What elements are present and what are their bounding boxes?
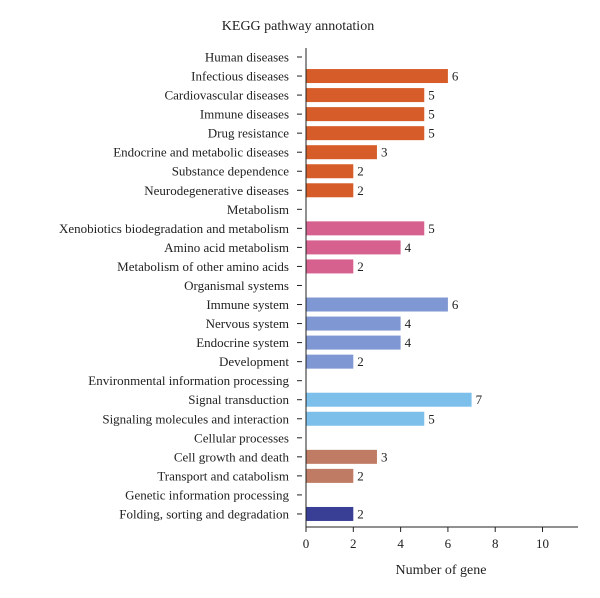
bar [306,297,448,312]
category-label: Transport and catabolism [157,468,289,483]
bar-value-label: 3 [381,145,388,160]
bar [306,259,354,274]
bar-value-label: 5 [428,411,435,426]
category-label: Signal transduction [188,392,289,407]
bar [306,126,425,141]
bar-value-label: 2 [357,164,364,179]
bar-value-label: 4 [405,316,412,331]
bar [306,506,354,521]
x-tick-label: 10 [536,536,549,551]
bar-value-label: 6 [452,69,459,84]
bar-value-label: 2 [357,506,364,521]
bar [306,183,354,198]
bar [306,449,377,464]
category-label: Immune system [206,297,289,312]
bar [306,411,425,426]
bar [306,316,401,331]
bar [306,164,354,179]
x-tick-label: 8 [492,536,499,551]
bar [306,221,425,236]
bar [306,335,401,350]
bar-value-label: 5 [428,221,435,236]
bar [306,69,448,84]
category-label: Genetic information processing [125,487,289,502]
category-label: Metabolism [227,202,289,217]
bar-value-label: 5 [428,88,435,103]
category-label: Substance dependence [172,164,290,179]
category-label: Human diseases [205,50,289,65]
bar-value-label: 2 [357,183,364,198]
bar-value-label: 7 [476,392,483,407]
category-label: Folding, sorting and degradation [119,506,289,521]
bar [306,468,354,483]
bar-value-label: 2 [357,259,364,274]
chart-title: KEGG pathway annotation [222,19,374,34]
category-label: Cell growth and death [174,449,290,464]
category-label: Cardiovascular diseases [164,88,289,103]
category-label: Immune diseases [200,107,289,122]
x-tick-label: 6 [445,536,452,551]
category-labels: Human diseases Infectious diseases Cardiov… [59,50,289,522]
category-label: Environmental information processing [88,373,289,388]
bar-value-label: 6 [452,297,459,312]
bar [306,107,425,122]
category-label: Neurodegenerative diseases [144,183,289,198]
category-label: Development [219,354,289,369]
category-label: Amino acid metabolism [164,240,289,255]
category-label: Metabolism of other amino acids [117,259,289,274]
category-label: Drug resistance [208,126,289,141]
bar [306,240,401,255]
bar-value-label: 5 [428,107,435,122]
category-label: Infectious diseases [191,69,289,84]
bar-value-label: 2 [357,468,364,483]
bar [306,88,425,103]
category-label: Nervous system [206,316,289,331]
bar-value-label: 4 [405,240,412,255]
y-tick-marks [297,56,302,515]
x-tick-label: 2 [350,536,357,551]
bar [306,145,377,160]
bar-value-label: 5 [428,126,435,141]
bars [306,69,472,521]
category-label: Organismal systems [184,278,289,293]
x-tick-label: 4 [397,536,404,551]
bar-value-label: 3 [381,449,388,464]
x-axis-title: Number of gene [396,563,487,578]
category-label: Endocrine and metabolic diseases [113,145,289,160]
value-labels: 6 5 5 5 3 2 2 5 4 2 6 4 4 2 7 5 3 2 2 [357,69,482,522]
category-label: Xenobiotics biodegradation and metabolis… [59,221,289,236]
bar [306,354,354,369]
category-label: Cellular processes [194,430,289,445]
bar [306,392,472,407]
x-ticks: 0 2 4 6 8 10 [303,527,549,551]
category-label: Endocrine system [196,335,289,350]
bar-value-label: 2 [357,354,364,369]
bar-value-label: 4 [405,335,412,350]
x-tick-label: 0 [303,536,310,551]
category-label: Signaling molecules and interaction [102,411,289,426]
